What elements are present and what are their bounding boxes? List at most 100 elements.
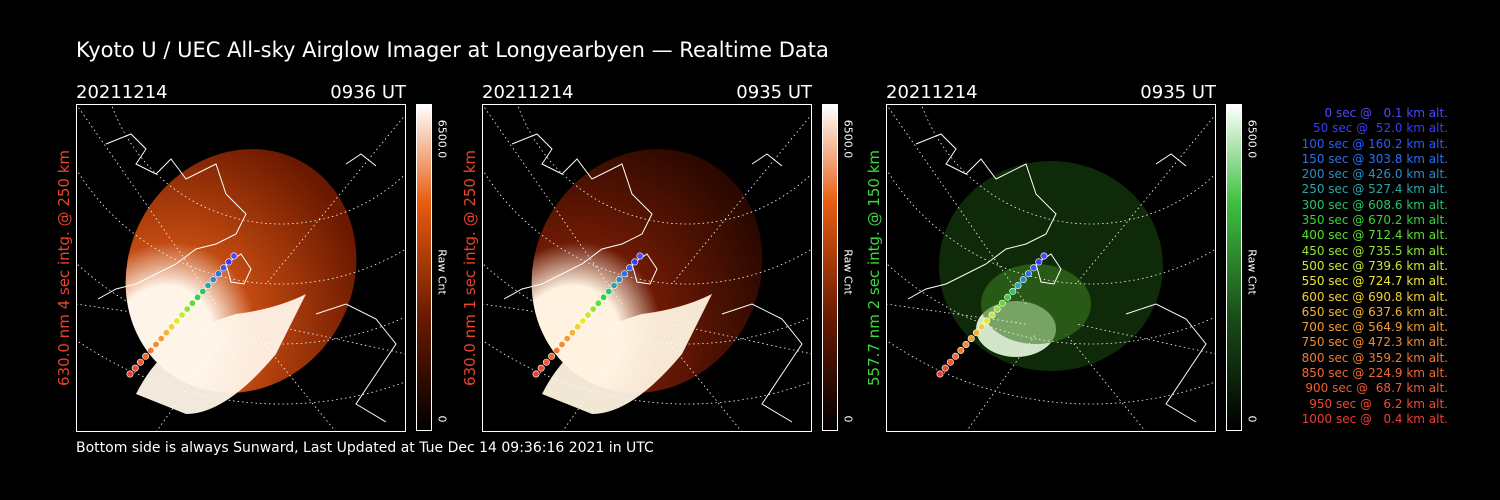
colorbar-unit-label: Raw Cnt <box>841 249 855 295</box>
trajectory-point <box>574 323 582 331</box>
trajectory-point <box>563 335 571 343</box>
trajectory-point <box>988 311 996 319</box>
legend-row: 600 sec @ 690.8 km alt. <box>1301 289 1448 304</box>
colorbar-max-label: 6500.0 <box>435 119 449 159</box>
colorbar-min-label: 0 <box>841 415 855 423</box>
trajectory-point <box>1004 293 1012 301</box>
legend-row: 300 sec @ 608.6 km alt. <box>1301 197 1448 212</box>
trajectory-point <box>126 370 134 378</box>
longitude-gridline <box>886 303 1027 325</box>
trajectory-point <box>993 305 1001 313</box>
trajectory-point <box>941 364 949 372</box>
longitude-gridline <box>76 303 217 325</box>
longitude-gridline <box>255 333 337 432</box>
trajectory-point <box>199 287 207 295</box>
legend-row: 150 sec @ 303.8 km alt. <box>1301 151 1448 166</box>
trajectory-point <box>162 329 170 337</box>
trajectory-point <box>631 258 639 266</box>
longitude-gridline <box>265 113 406 285</box>
longitude-gridline <box>265 323 406 355</box>
trajectory-point <box>157 335 165 343</box>
legend-row: 750 sec @ 472.3 km alt. <box>1301 335 1448 350</box>
page-title: Kyoto U / UEC All-sky Airglow Imager at … <box>76 38 829 62</box>
trajectory-point <box>1035 258 1043 266</box>
trajectory-point <box>168 323 176 331</box>
sky-image <box>531 149 763 393</box>
trajectory-point <box>610 282 618 290</box>
coastline <box>721 303 803 423</box>
trajectory-point <box>1009 287 1017 295</box>
trajectory-point <box>962 341 970 349</box>
panel-ylabel: 557.7 nm 2 sec intg. @ 150 km <box>864 104 884 432</box>
trajectory-point <box>584 311 592 319</box>
trajectory-point <box>568 329 576 337</box>
trajectory-point <box>626 264 634 272</box>
coastline <box>751 153 783 167</box>
trajectory-point <box>142 352 150 360</box>
trajectory-point <box>548 352 556 360</box>
trajectory-point <box>136 358 144 366</box>
longitude-gridline <box>1065 333 1147 432</box>
panel-ylabel: 630.0 nm 4 sec intg. @ 250 km <box>54 104 74 432</box>
longitude-gridline <box>661 333 743 432</box>
trajectory-point <box>1030 264 1038 272</box>
panel-time: 0935 UT <box>1140 82 1216 103</box>
trajectory-point <box>188 299 196 307</box>
trajectory-point <box>978 323 986 331</box>
longitude-gridline <box>482 303 623 325</box>
colorbar <box>822 104 838 431</box>
longitude-gridline <box>965 333 1037 432</box>
trajectory-point <box>579 317 587 325</box>
panel-date: 20211214 <box>886 82 978 103</box>
trajectory-point <box>220 264 228 272</box>
coastline <box>1125 303 1207 423</box>
trajectory-point <box>983 317 991 325</box>
allsky-map-image <box>886 104 1216 432</box>
legend-row: 100 sec @ 160.2 km alt. <box>1301 136 1448 151</box>
panel-ylabel-text: 557.7 nm 2 sec intg. @ 150 km <box>865 149 883 387</box>
trajectory-point <box>998 299 1006 307</box>
panel-ylabel: 630.0 nm 1 sec intg. @ 250 km <box>460 104 480 432</box>
trajectory-point <box>636 252 644 260</box>
trajectory-point <box>225 258 233 266</box>
airglow-panel-630nm-4s: 20211214 0936 UT 630.0 nm 4 sec intg. @ … <box>55 82 476 432</box>
trajectory-point <box>967 335 975 343</box>
trajectory-point <box>209 276 217 284</box>
longitude-gridline <box>561 333 633 432</box>
trajectory-point <box>230 252 238 260</box>
legend-row: 900 sec @ 68.7 km alt. <box>1305 381 1448 396</box>
coastline <box>225 253 252 285</box>
panel-ylabel-text: 630.0 nm 1 sec intg. @ 250 km <box>461 149 479 387</box>
trajectory-point <box>194 293 202 301</box>
trajectory-point <box>178 311 186 319</box>
panel-date: 20211214 <box>482 82 574 103</box>
trajectory-point <box>1019 276 1027 284</box>
trajectory-point <box>152 341 160 349</box>
longitude-gridline <box>671 113 812 285</box>
trajectory-point <box>600 293 608 301</box>
aurora-glow <box>136 294 306 414</box>
coastline <box>315 303 397 423</box>
trajectory-point <box>936 370 944 378</box>
coastline <box>1155 153 1187 167</box>
aurora-glow <box>542 294 712 414</box>
legend-row: 350 sec @ 670.2 km alt. <box>1301 213 1448 228</box>
trajectory-point <box>1040 252 1048 260</box>
legend-row: 0 sec @ 0.1 km alt. <box>1324 106 1449 120</box>
allsky-map-image <box>482 104 812 432</box>
aurora-glow <box>981 264 1091 344</box>
trajectory-point <box>615 276 623 284</box>
legend-row: 550 sec @ 724.7 km alt. <box>1301 274 1448 289</box>
colorbar-max-label: 6500.0 <box>841 119 855 159</box>
legend-row: 700 sec @ 564.9 km alt. <box>1301 320 1448 335</box>
trajectory-point <box>147 346 155 354</box>
longitude-gridline <box>76 104 217 305</box>
trajectory-point <box>605 287 613 295</box>
coastline <box>97 133 247 300</box>
trajectory-point <box>952 352 960 360</box>
trajectory-point <box>558 341 566 349</box>
legend-row: 200 sec @ 426.0 km alt. <box>1301 167 1448 182</box>
trajectory-point <box>537 364 545 372</box>
trajectory-point <box>204 282 212 290</box>
colorbar-min-label: 0 <box>435 415 449 423</box>
